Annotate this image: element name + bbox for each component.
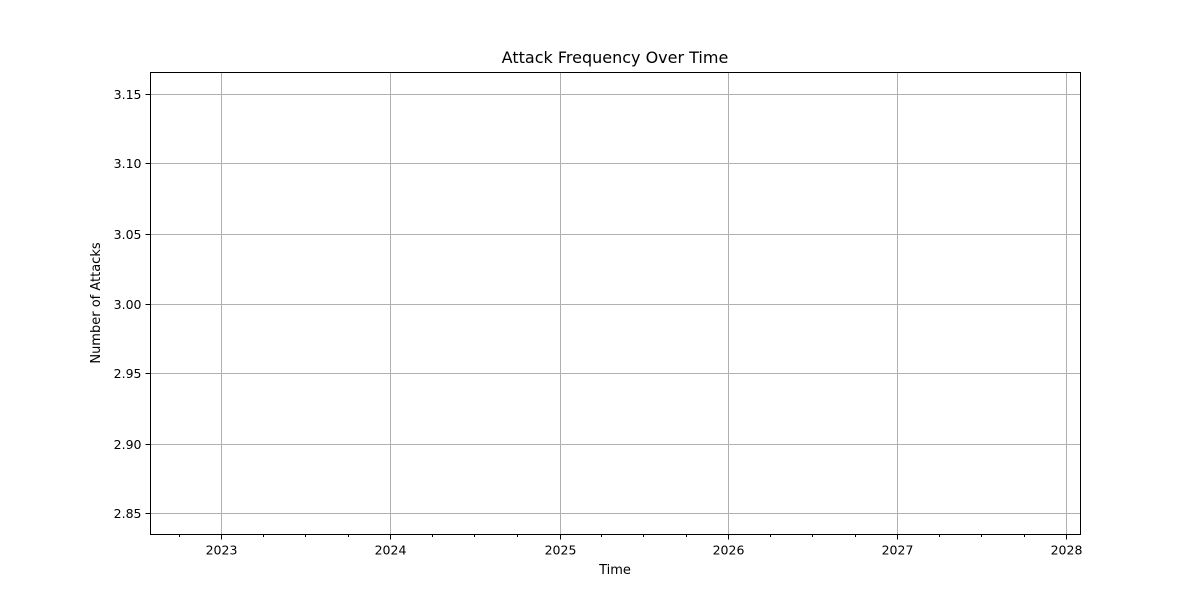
y-tick-label: 3.10 (114, 156, 142, 171)
y-tick-label: 3.15 (114, 87, 142, 102)
x-tick-label: 2028 (1051, 543, 1083, 558)
y-tick-label: 2.95 (114, 366, 142, 381)
tick-labels: 2023 2024 2025 2026 2027 2028 2.85 2.90 2.95 3.00… (114, 87, 1083, 558)
x-axis-label: Time (598, 563, 631, 578)
chart-title: Attack Frequency Over Time (502, 48, 729, 67)
axes-frame (150, 72, 1081, 535)
x-tick-label: 2026 (713, 543, 745, 558)
y-tick-label: 3.00 (114, 297, 142, 312)
grid (150, 72, 1081, 535)
y-axis-label: Number of Attacks (89, 242, 104, 364)
y-tick-label: 2.85 (114, 506, 142, 521)
x-tick-label: 2027 (882, 543, 914, 558)
y-tick-label: 3.05 (114, 227, 142, 242)
x-tick-label: 2023 (206, 543, 238, 558)
x-tick-label: 2025 (545, 543, 577, 558)
x-tick-label: 2024 (375, 543, 407, 558)
y-tick-label: 2.90 (114, 437, 142, 452)
ticks (145, 94, 1067, 540)
